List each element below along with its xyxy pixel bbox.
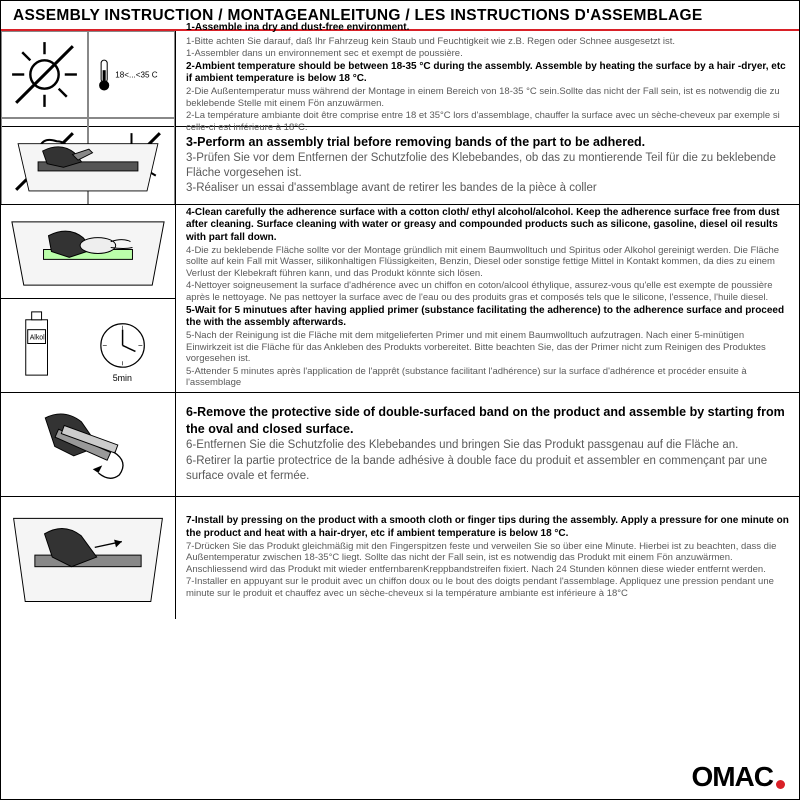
step-6-illustration — [1, 393, 176, 496]
step-7-illustration — [1, 497, 176, 619]
timer-label: 5min — [113, 373, 132, 383]
step-1-2-text: 1-Assemble ina dry and dust-free environ… — [176, 31, 799, 126]
step-7-text: 7-Install by pressing on the product wit… — [176, 497, 799, 619]
step5-fr: 5-Attender 5 minutes après l'application… — [186, 366, 789, 389]
step4-en: 4-Clean carefully the adherence surface … — [186, 207, 789, 244]
step3-fr: 3-Réaliser un essai d'assemblage avant d… — [186, 181, 789, 196]
temp-range-label: 18<...<35 C — [115, 71, 157, 80]
step-3-illustration — [1, 127, 176, 204]
brand-logo: OMAC — [691, 761, 785, 793]
step-3-text: 3-Perform an assembly trial before remov… — [176, 127, 799, 204]
step4-fr: 4-Nettoyer soigneusement la surface d'ad… — [186, 280, 789, 303]
step6-fr: 6-Retirer la partie protectrice de la ba… — [186, 454, 789, 484]
thermometer-icon: 18<...<35 C — [88, 31, 175, 118]
primer-timer-icon: Alkol 5min — [1, 299, 175, 392]
step6-de: 6-Entfernen Sie die Schutzfolie des Kleb… — [186, 438, 789, 453]
step7-en: 7-Install by pressing on the product wit… — [186, 515, 789, 539]
peel-tape-icon — [5, 397, 171, 492]
footer: OMAC — [1, 755, 799, 799]
step4-de: 4-Die zu beklebende Fläche sollte vor de… — [186, 245, 789, 280]
logo-text: OMAC — [691, 761, 773, 793]
step1-fr: 1-Assembler dans un environnement sec et… — [186, 48, 789, 60]
step7-de: 7-Drücken Sie das Produkt gleichmäßig mi… — [186, 541, 789, 576]
step-4-5-illustration: Alkol 5min — [1, 205, 176, 392]
step5-de: 5-Nach der Reinigung ist die Fläche mit … — [186, 330, 789, 365]
step2-de: 2-Die Außentemperatur muss während der M… — [186, 86, 789, 109]
logo-dot-icon — [776, 780, 785, 789]
step7-fr: 7-Installer en appuyant sur le produit a… — [186, 576, 789, 599]
step1-en: 1-Assemble ina dry and dust-free environ… — [186, 22, 789, 34]
step6-en: 6-Remove the protective side of double-s… — [186, 404, 789, 437]
trial-fit-icon — [5, 131, 171, 200]
step-6: 6-Remove the protective side of double-s… — [1, 393, 799, 497]
press-install-icon — [5, 501, 171, 615]
step1-de: 1-Bitte achten Sie darauf, daß Ihr Fahrz… — [186, 36, 789, 48]
step3-en: 3-Perform an assembly trial before remov… — [186, 134, 789, 150]
assembly-instruction-page: ASSEMBLY INSTRUCTION / MONTAGEANLEITUNG … — [0, 0, 800, 800]
sun-icon — [1, 31, 88, 118]
step2-en: 2-Ambient temperature should be between … — [186, 61, 789, 85]
step-1-2-illustration: 18<...<35 C — [1, 31, 176, 126]
bottle-label: Alkol — [30, 335, 45, 342]
step-7: 7-Install by pressing on the product wit… — [1, 497, 799, 619]
step-1-2: 18<...<35 C 1-Assemble ina dry and dust-… — [1, 31, 799, 127]
steps-container: 18<...<35 C 1-Assemble ina dry and dust-… — [1, 31, 799, 755]
cleaning-icon — [1, 205, 175, 299]
step3-de: 3-Prüfen Sie vor dem Entfernen der Schut… — [186, 151, 789, 180]
step-6-text: 6-Remove the protective side of double-s… — [176, 393, 799, 496]
step-4-5: Alkol 5min 4-Clean carefully the adheren… — [1, 205, 799, 393]
step-4-5-text: 4-Clean carefully the adherence surface … — [176, 205, 799, 392]
step-3: 3-Perform an assembly trial before remov… — [1, 127, 799, 205]
step5-en: 5-Wait for 5 minutues after having appli… — [186, 305, 789, 329]
